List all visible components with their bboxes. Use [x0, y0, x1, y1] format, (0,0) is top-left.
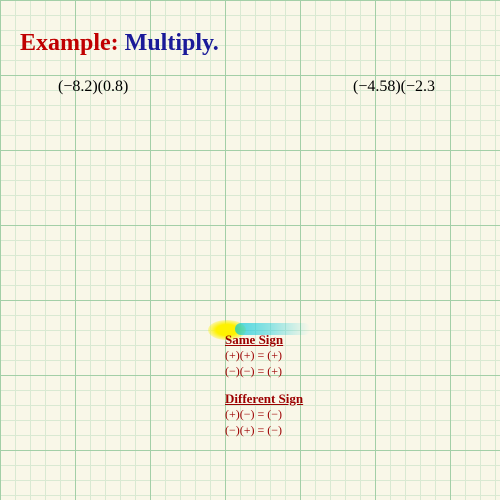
problem-2: (−4.58)(−2.3	[353, 78, 435, 96]
same-sign-line2: (−)(−) = (+)	[225, 364, 303, 380]
example-label: Example:	[20, 30, 119, 56]
diff-sign-title: Different Sign	[225, 391, 303, 407]
same-sign-title: Same Sign	[225, 332, 303, 348]
problem-1: (−8.2)(0.8)	[58, 78, 128, 96]
sign-rules-block: Same Sign (+)(+) = (+) (−)(−) = (+) Diff…	[225, 332, 303, 438]
header: Example: Multiply.	[20, 30, 480, 57]
diff-sign-line2: (−)(+) = (−)	[225, 423, 303, 439]
instruction-label: Multiply.	[125, 30, 219, 56]
same-sign-line1: (+)(+) = (+)	[225, 348, 303, 364]
content-area: Example: Multiply. (−8.2)(0.8) (−4.58)(−…	[0, 0, 500, 77]
diff-sign-line1: (+)(−) = (−)	[225, 407, 303, 423]
